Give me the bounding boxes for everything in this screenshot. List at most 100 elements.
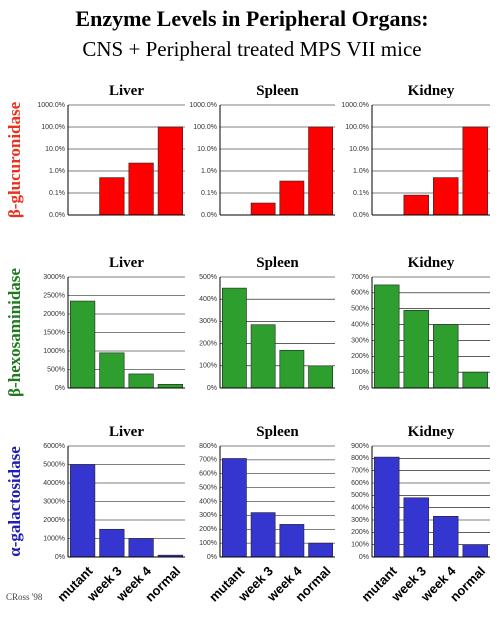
y-tick-label: 4000% (43, 480, 65, 487)
bar (462, 126, 488, 216)
chart-title: Spleen (256, 255, 299, 271)
bar (403, 497, 429, 558)
bar (250, 202, 276, 216)
y-tick-label: 10.0% (197, 146, 217, 153)
bar (157, 126, 183, 216)
subtitle: CNS + Peripheral treated MPS VII mice (82, 37, 421, 61)
y-tick-label: 0.1% (201, 190, 217, 197)
chart-title: Kidney (408, 255, 455, 271)
y-tick-label: 5000% (43, 461, 65, 468)
y-tick-label: 0.0% (353, 212, 369, 219)
y-tick-label: 500% (47, 366, 65, 373)
y-tick-label: 400% (351, 505, 369, 512)
bar (403, 309, 429, 389)
y-tick-label: 1.0% (201, 168, 217, 175)
bar (99, 177, 125, 216)
y-tick-label: 300% (199, 512, 217, 519)
y-tick-label: 1500% (43, 329, 65, 336)
bar (433, 177, 459, 216)
y-tick-label: 100.0% (345, 124, 369, 131)
bar (128, 162, 154, 216)
bar (279, 524, 305, 558)
y-tick-label: 1.0% (353, 168, 369, 175)
chart-title: Liver (109, 424, 144, 440)
y-tick-label: 600% (199, 471, 217, 478)
y-tick-label: 200% (351, 353, 369, 360)
y-tick-label: 600% (351, 290, 369, 297)
bar (222, 287, 247, 389)
y-tick-label: 1000.0% (37, 102, 65, 109)
y-tick-label: 300% (351, 337, 369, 344)
bar (222, 458, 247, 558)
bar (308, 126, 333, 216)
y-tick-label: 10.0% (349, 146, 369, 153)
y-tick-label: 500% (199, 274, 217, 281)
bar (308, 542, 333, 558)
bar (157, 383, 183, 389)
y-tick-label: 10.0% (45, 146, 65, 153)
bar (374, 456, 400, 558)
row-label: β-glucuronidase (5, 101, 24, 218)
y-tick-label: 700% (351, 468, 369, 475)
y-tick-label: 0.1% (353, 190, 369, 197)
bar (308, 365, 333, 389)
row-label: α-galactosidase (5, 446, 24, 557)
chart-title: Liver (109, 255, 144, 271)
y-tick-label: 100% (351, 369, 369, 376)
row-label: β-hexosaminidase (5, 268, 24, 397)
chart-title: Kidney (408, 424, 455, 440)
y-tick-label: 0% (207, 385, 217, 392)
bar (462, 544, 488, 558)
y-tick-label: 200% (199, 526, 217, 533)
chart-title: Spleen (256, 424, 299, 440)
y-tick-label: 200% (199, 340, 217, 347)
y-tick-label: 800% (199, 443, 217, 450)
bar (128, 538, 154, 558)
y-tick-label: 2000% (43, 311, 65, 318)
y-tick-label: 1000% (43, 348, 65, 355)
y-tick-label: 2500% (43, 292, 65, 299)
y-tick-label: 100% (199, 540, 217, 547)
bar (403, 194, 429, 216)
bar (433, 324, 459, 389)
y-tick-label: 1000.0% (341, 102, 369, 109)
y-tick-label: 0.1% (49, 190, 65, 197)
y-tick-label: 400% (199, 498, 217, 505)
bar (128, 373, 154, 389)
y-tick-label: 3000% (43, 498, 65, 505)
y-tick-label: 0% (55, 385, 65, 392)
y-tick-label: 100.0% (41, 124, 65, 131)
bar (70, 300, 96, 389)
y-tick-label: 1.0% (49, 168, 65, 175)
y-tick-label: 300% (351, 517, 369, 524)
bar (70, 464, 96, 558)
y-tick-label: 0% (207, 554, 217, 561)
credit: CRoss '98 (6, 592, 43, 602)
bar (279, 349, 305, 389)
y-tick-label: 0.0% (49, 212, 65, 219)
y-tick-label: 100% (199, 363, 217, 370)
bar (279, 180, 305, 216)
y-tick-label: 100% (351, 542, 369, 549)
bar (374, 284, 400, 389)
y-tick-label: 600% (351, 480, 369, 487)
bar (433, 515, 459, 558)
y-tick-label: 500% (351, 306, 369, 313)
y-tick-label: 500% (199, 484, 217, 491)
chart-title: Spleen (256, 83, 299, 99)
y-tick-label: 0.0% (201, 212, 217, 219)
y-tick-label: 700% (351, 274, 369, 281)
bar (250, 324, 276, 389)
y-tick-label: 400% (351, 321, 369, 328)
title: Enzyme Levels in Peripheral Organs: (75, 6, 428, 31)
y-tick-label: 0% (359, 554, 369, 561)
y-tick-label: 200% (351, 529, 369, 536)
y-tick-label: 2000% (43, 517, 65, 524)
y-tick-label: 800% (351, 455, 369, 462)
y-tick-label: 500% (351, 492, 369, 499)
y-tick-label: 100.0% (193, 124, 217, 131)
y-tick-label: 1000.0% (189, 102, 217, 109)
y-tick-label: 6000% (43, 443, 65, 450)
